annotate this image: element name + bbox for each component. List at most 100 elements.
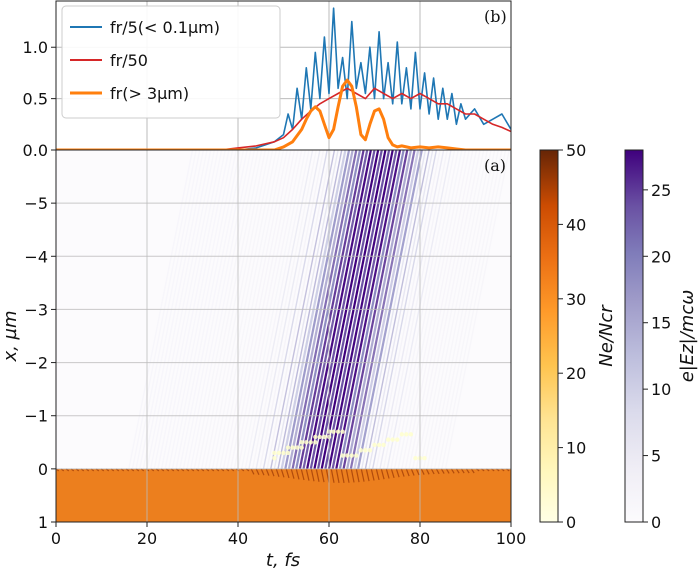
legend-label-0: fr/5(< 0.1µm) [110,18,220,37]
ejected-electron [285,445,291,450]
ejected-electron [340,453,345,458]
surface-ripple [320,468,325,483]
panel-b-yticks: 0.0 0.5 1.0 [23,38,56,160]
surface-ripple [345,468,350,483]
ejected-electron [422,456,427,461]
a-ytick-label-6: 1 [38,513,48,532]
surface-ripple [380,468,385,480]
colorbar-field-ticks: 0 5 10 15 20 25 [643,181,671,532]
ejected-electron [313,440,318,445]
series-line-2 [56,78,511,150]
b-ytick-label-0: 0.0 [23,141,48,160]
surface-ripple [300,468,305,481]
surface-ripple [310,468,315,482]
ejected-electron [345,453,350,458]
a-xtick-label-2: 40 [228,529,248,548]
cb-density-tick-label-5: 50 [566,141,586,160]
ejected-electron [363,448,368,453]
a-ytick-label-4: −1 [24,407,48,426]
series-line-0 [56,7,511,150]
ejected-electron [367,448,373,453]
a-ytick-label-1: −4 [24,247,48,266]
legend: fr/5(< 0.1µm) fr/50 fr(> 3µm) [61,5,281,119]
surface-ripple [285,468,290,479]
surface-ripple [330,468,335,483]
cb-field-tick-label-1: 5 [651,447,661,466]
ejected-electron [299,445,304,450]
ejected-electron [408,432,414,437]
b-ytick-label-1: 0.5 [23,90,48,109]
surface-ripple [385,468,390,479]
surface-ripple [280,468,285,478]
x-axis-label: t, fs [266,550,300,571]
surface-ripple [340,468,345,483]
surface-ripple [435,468,440,475]
surface-ripple [315,468,320,482]
ejected-electron [281,450,286,456]
cb-density-tick-label-0: 0 [566,513,576,532]
surface-ripple [430,468,435,475]
panel-b-lines [56,7,511,150]
surface-ripple [450,468,455,474]
surface-ripple [255,468,260,476]
surface-ripple [420,468,425,475]
cb-density-tick-label-2: 20 [566,364,586,383]
ejected-electron [372,442,377,448]
surface-ripple [440,468,445,474]
surface-ripple [335,468,340,483]
colorbar-density-ticks: 0 10 20 30 40 50 [558,141,586,532]
ejected-electron [272,450,277,456]
surface-ripple [355,468,360,483]
cb-field-tick-label-2: 10 [651,380,671,399]
surface-ripple [250,468,255,475]
surface-ripple [470,468,475,474]
panel-b-tag: (b) [484,7,507,26]
surface-ripple [395,468,400,478]
surface-ripple [400,468,405,477]
ejected-electron [313,434,318,440]
legend-label-2: fr(> 3µm) [110,84,189,103]
a-ytick-label-2: −3 [24,300,48,319]
ejected-electron [290,445,295,450]
ejected-electron [399,432,404,437]
surface-ripple [445,468,450,474]
ejected-electron [395,437,400,442]
surface-ripple [365,468,370,482]
ejected-electron [294,445,300,450]
a-xtick-label-3: 60 [319,529,339,548]
colorbar-field-bar [624,149,644,523]
surface-ripple [270,468,275,477]
cb-field-tick-label-0: 0 [651,513,661,532]
surface-ripple [465,468,470,474]
colorbar-density: 0 10 20 30 40 50 Ne/Ncr [539,141,617,532]
colorbar-density-bar [539,149,559,523]
ejected-electron [381,442,386,448]
a-xtick-label-1: 20 [137,529,157,548]
ejected-electron [340,429,345,434]
ejected-electron [285,450,291,456]
surface-ripple [305,468,310,481]
a-xtick-label-5: 100 [496,529,527,548]
surface-ripple [275,468,280,477]
surface-ripple [405,468,410,477]
surface-ripple [455,468,460,474]
ejected-electron [335,429,341,434]
ejected-electron [317,434,323,440]
cb-field-tick-label-5: 25 [651,181,671,200]
a-ytick-label-5: 0 [38,460,48,479]
legend-label-1: fr/50 [110,51,148,70]
ejected-electron [413,456,418,461]
cb-density-tick-label-4: 40 [566,215,586,234]
plasma-slab [56,469,511,522]
cb-field-tick-label-4: 20 [651,247,671,266]
colorbar-density-label: Ne/Ncr [596,304,617,367]
surface-ripple [295,468,300,480]
surface-ripple [265,468,270,476]
cb-field-tick-label-3: 15 [651,314,671,333]
ejected-electron [390,437,395,442]
ejected-electron [276,450,282,456]
colorbar-field: 0 5 10 15 20 25 e|Ez|/mcω [624,149,698,532]
a-ytick-label-0: −5 [24,194,48,213]
surface-ripple [415,468,420,476]
